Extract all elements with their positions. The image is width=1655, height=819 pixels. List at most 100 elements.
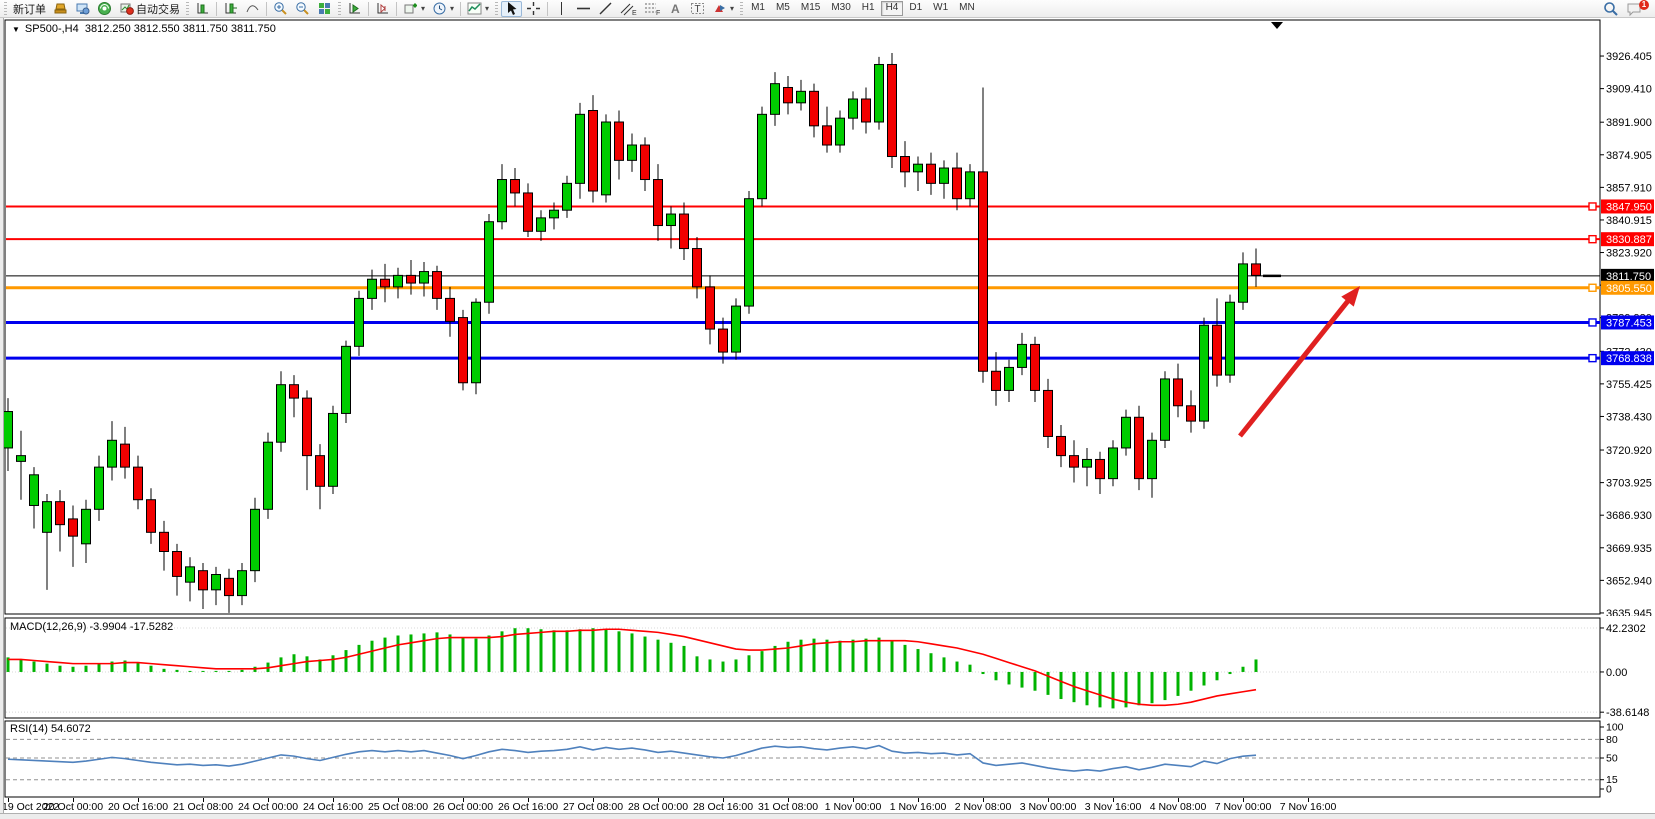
candle-bull [549, 209, 559, 219]
macd-axis-label: 0.00 [1606, 667, 1627, 679]
price-badge [1601, 232, 1654, 247]
time-axis-label: 20 Oct 00:00 [42, 801, 104, 813]
timeframe-m30-button[interactable]: M30 [831, 2, 851, 13]
candle-bear [146, 499, 156, 533]
text-label-tool[interactable]: T [687, 1, 708, 17]
time-axis-label: 26 Oct 16:00 [497, 801, 559, 813]
hline-marker[interactable] [1588, 202, 1597, 211]
time-axis-label: 27 Oct 08:00 [562, 801, 624, 813]
chart-quotes: 3812.250 3812.550 3811.750 3811.750 [84, 23, 276, 35]
candle-bull [796, 90, 806, 104]
new-order-label: 新订单 [13, 3, 46, 16]
crosshair-tool-button[interactable] [523, 1, 544, 17]
channel-tool[interactable]: E [617, 1, 640, 17]
cursor-tool-button[interactable] [501, 0, 523, 17]
candle-bear [458, 317, 468, 384]
chart-play-icon[interactable] [344, 1, 365, 17]
time-tick [8, 798, 9, 802]
hline-marker[interactable] [1588, 318, 1597, 327]
time-tick [658, 798, 659, 802]
candle-bear [1186, 405, 1196, 422]
signal-icon[interactable] [94, 1, 115, 17]
main-chart-pane[interactable]: 3926.405 3909.410 3891.900 3874.905 3857.910… [0, 18, 1655, 616]
candle-bull [497, 179, 507, 223]
timeframe-h1-button[interactable]: H1 [861, 2, 875, 13]
notification-badge: 1 [1639, 0, 1649, 10]
macd-signal-line [8, 628, 1257, 707]
price-axis-label: 3926.405 [1606, 51, 1652, 63]
candle-bear [822, 125, 832, 146]
chart-type-button[interactable]: ▾ [464, 1, 492, 17]
tile-windows-icon[interactable] [314, 1, 335, 17]
chart-shift-icon[interactable] [192, 1, 213, 17]
candle-bull [965, 171, 975, 200]
candle-bear [1212, 324, 1222, 376]
macd-axis-label: -38.6148 [1606, 707, 1649, 719]
toolbar-handle[interactable] [495, 2, 499, 15]
price-badge-label: 3787.453 [1606, 317, 1652, 329]
timeframe-m15-button[interactable]: M15 [800, 2, 821, 13]
chart-curve-icon[interactable] [242, 1, 263, 17]
rsi-axis-label: 80 [1606, 734, 1618, 746]
notifications-button[interactable]: 1 [1623, 0, 1649, 17]
chevron-down-icon: ▾ [450, 4, 455, 13]
time-axis-label: 3 Nov 00:00 [1019, 801, 1077, 813]
candle-bull [3, 411, 13, 449]
time-axis-label: 3 Nov 16:00 [1084, 801, 1142, 813]
candle-bear [289, 384, 299, 399]
price-axis-label: 3891.900 [1606, 117, 1652, 129]
time-axis-label: 4 Nov 08:00 [1149, 801, 1207, 813]
text-tool[interactable]: A [665, 1, 686, 17]
candle-bull [341, 345, 351, 414]
chevron-down-icon: ▾ [485, 4, 490, 13]
add-indicator-button[interactable]: ▾ [400, 1, 428, 17]
price-axis-label: 3755.425 [1606, 379, 1652, 391]
vertical-line-tool[interactable] [551, 1, 572, 17]
macd-indicator-pane[interactable]: 42.2302 0.00 -38.6148 [0, 616, 1655, 720]
terminal-icon[interactable] [72, 1, 93, 17]
new-order-button[interactable]: 新订单 [10, 1, 49, 17]
horizontal-line-tool[interactable] [573, 1, 594, 17]
toolbar-handle[interactable] [338, 2, 341, 15]
candle-bull [536, 217, 546, 232]
period-clock-button[interactable]: ▾ [429, 1, 457, 17]
time-tick [333, 798, 334, 802]
hline-marker[interactable] [1588, 283, 1597, 292]
toolbar-handle[interactable] [740, 2, 744, 15]
timeframe-d1-button[interactable]: D1 [909, 2, 923, 13]
hline-marker[interactable] [1588, 234, 1597, 244]
trendline-tool[interactable] [595, 1, 616, 17]
chart-title-collapse-icon[interactable]: ▼ [12, 25, 20, 34]
trend-arrow-line[interactable] [1238, 296, 1352, 438]
time-tick [723, 798, 724, 802]
time-axis-label: 21 Oct 08:00 [172, 801, 234, 813]
fibonacci-tool[interactable]: F [641, 1, 664, 17]
zoom-in-icon[interactable] [270, 1, 291, 17]
shapes-tool-button[interactable]: ▾ [709, 1, 737, 17]
time-tick [1308, 798, 1309, 802]
chart-step-icon[interactable] [372, 1, 393, 17]
candle-bear [588, 109, 598, 192]
trend-arrow-head[interactable] [1341, 286, 1360, 307]
search-icon[interactable] [1600, 1, 1622, 17]
toolbar-handle[interactable] [186, 2, 189, 15]
timeframe-w1-button[interactable]: W1 [933, 2, 949, 13]
auto-trading-button[interactable]: 自动交易 [116, 1, 183, 17]
toolbar-handle[interactable] [4, 2, 7, 15]
time-axis[interactable]: 19 Oct 2022 20 Oct 00:00 20 Oct 16:00 21 Oc… [0, 798, 1655, 813]
time-tick [73, 798, 74, 802]
toolbar-separator [368, 1, 369, 16]
timeframe-mn-button[interactable]: MN [959, 2, 975, 13]
timeframe-m1-button[interactable]: M1 [751, 2, 765, 13]
candle-bear [887, 63, 897, 158]
order-stamp-icon[interactable] [50, 1, 71, 17]
chart-autoscroll-icon[interactable] [220, 1, 241, 17]
hline-marker[interactable] [1588, 353, 1597, 363]
zoom-out-icon[interactable] [292, 1, 313, 17]
timeframe-h4-button[interactable]: H4 [880, 1, 904, 16]
price-axis-label: 3669.935 [1606, 543, 1652, 555]
candle-bear [952, 167, 962, 200]
timeframe-m5-button[interactable]: M5 [775, 2, 790, 13]
scroll-to-end-marker[interactable] [1271, 22, 1283, 29]
